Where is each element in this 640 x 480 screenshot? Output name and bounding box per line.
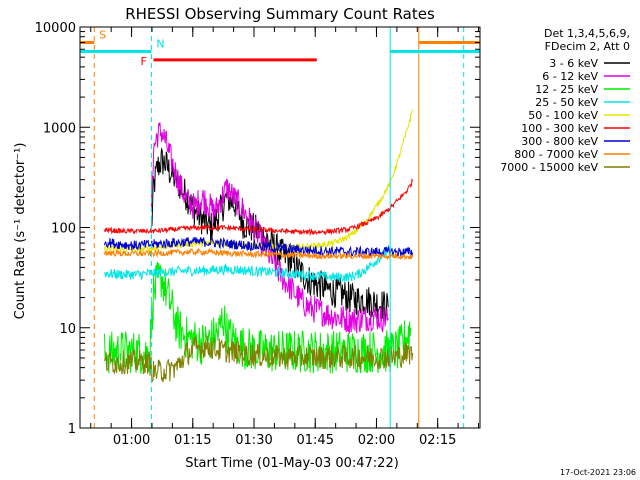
footer-date: 17-Oct-2021 23:06 <box>560 468 636 477</box>
legend-entry-1: 6 - 12 keV <box>542 70 598 83</box>
legend-entry-4: 50 - 100 keV <box>528 109 598 122</box>
y-tick-label-3: 1000 <box>43 121 76 136</box>
data-layer: S NF <box>80 27 480 428</box>
x-tick-label-0: 01:00 <box>113 433 150 448</box>
series-line-8 <box>104 335 414 383</box>
legend: Det 1,3,4,5,6,9,FDecim 2, Att 0 3 - 6 keV… <box>500 27 630 174</box>
x-tick-label-2: 01:30 <box>235 433 272 448</box>
plot-frame <box>79 26 481 429</box>
legend-entry-2: 12 - 25 keV <box>535 83 598 96</box>
chart-title: RHESSI Observing Summary Count Rates <box>125 5 435 23</box>
series-line-3 <box>104 244 391 282</box>
legend-entry-0: 3 - 6 keV <box>549 57 598 70</box>
y-tick-label-0: 1 <box>68 422 76 437</box>
series-line-5 <box>104 177 414 236</box>
x-tick-label-4: 02:00 <box>358 433 395 448</box>
series-line-0 <box>150 147 389 321</box>
axes-layer: 1 10 100 1000 10000 01:00 01:15 01:30 01:45 02:00… <box>35 21 481 448</box>
legend-entry-6: 300 - 800 keV <box>521 135 598 148</box>
y-tick-label-1: 10 <box>59 322 76 337</box>
legend-entry-3: 25 - 50 keV <box>535 96 598 109</box>
flag-label-S: S <box>99 29 106 42</box>
x-axis-label: Start Time (01-May-03 00:47:22) <box>185 456 399 471</box>
series-line-2 <box>104 261 412 374</box>
x-tick-label-3: 01:45 <box>297 433 334 448</box>
y-tick-label-2: 100 <box>51 222 76 237</box>
flag-label-N: N <box>156 37 164 50</box>
legend-header-0: Det 1,3,4,5,6,9, <box>544 27 630 40</box>
legend-header-1: FDecim 2, Att 0 <box>545 40 630 53</box>
legend-entry-5: 100 - 300 keV <box>521 122 598 135</box>
legend-entry-8: 7000 - 15000 keV <box>500 161 598 174</box>
x-tick-label-1: 01:15 <box>174 433 211 448</box>
x-tick-label-5: 02:15 <box>419 433 456 448</box>
series-line-1 <box>150 122 389 334</box>
legend-entry-7: 800 - 7000 keV <box>514 148 598 161</box>
y-axis-label: Count Rate (s⁻¹ detector⁻¹) <box>13 143 28 320</box>
series-line-7 <box>104 247 414 261</box>
y-tick-label-4: 10000 <box>35 21 76 36</box>
flag-label-F: F <box>140 55 146 68</box>
